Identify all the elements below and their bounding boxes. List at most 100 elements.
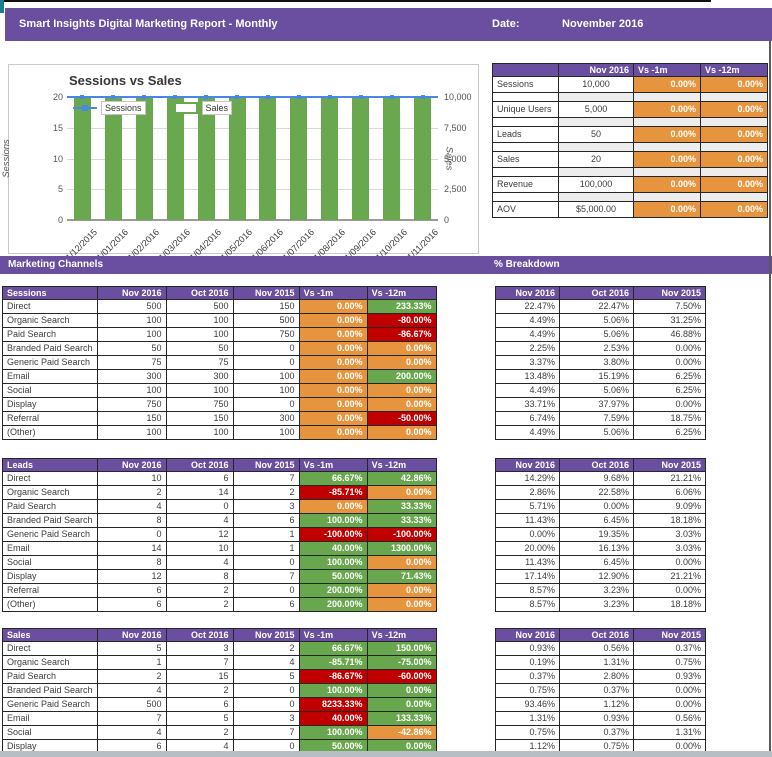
value-cell: 150 [96,411,167,426]
summary-spacer-cell [558,142,634,152]
vs-1m-cell: -86.67% [298,669,368,684]
window-top-border [0,0,711,2]
percent-breakdown-heading: % Breakdown [494,259,560,270]
y2-axis-tick: 7,500 [444,122,467,133]
value-cell: 4 [165,555,234,570]
breakdown-cell: 9.68% [559,471,634,486]
vs-1m-cell: -85.71% [298,485,368,500]
window-right-border [769,41,771,751]
breakdown-cell: 8.57% [495,583,560,598]
channel-label-cell: Referral [2,411,98,426]
channel-label-cell: Branded Paid Search [2,683,98,698]
chart-bar [104,97,122,220]
breakdown-cell: 11.43% [495,513,560,528]
vs-12m-cell: 0.00% [366,683,437,698]
value-cell: 100 [165,327,234,342]
breakdown-cell: 8.57% [495,597,560,612]
value-cell: 150 [232,299,300,314]
table-row: 4.49% 5.06% 6.25% [495,425,706,440]
breakdown-cell: 1.31% [495,711,560,726]
summary-header-blank [492,63,559,77]
channel-label-cell: Email [2,711,98,726]
line-marker [173,95,178,99]
channel-label-cell: Social [2,555,98,570]
breakdown-cell: 2.80% [559,669,634,684]
legend-label-sales: Sales [201,101,233,115]
breakdown-cell: 6.25% [633,369,706,384]
summary-spacer-cell [492,167,559,177]
value-cell: 50 [165,341,234,356]
breakdown-cell: 0.75% [495,725,560,740]
summary-vs-12m-cell: 0.00% [700,176,768,193]
channel-label-cell: Paid Search [2,669,98,684]
table-row: 0.93% 0.56% 0.37% [495,641,706,656]
vs-12m-cell: -80.00% [366,313,437,328]
breakdown-cell: 3.23% [559,597,634,612]
summary-vs-12m-cell: 0.00% [700,126,768,143]
breakdown-cell: 0.00% [633,341,706,356]
vs-1m-cell: 0.00% [298,313,368,328]
summary-metric-value: 50 [558,126,634,143]
summary-metric-label: Unique Users [492,101,559,118]
summary-spacer-cell [700,117,768,127]
value-cell: 0 [232,555,300,570]
table-row: Paid Search 100 100 750 0.00% -86.67% [2,327,437,342]
summary-spacer-cell [558,192,634,202]
value-cell: 500 [96,697,167,712]
table-row: Organic Search 100 100 500 0.00% -80.00% [2,313,437,328]
column-header: Nov 2016 [96,286,167,300]
vs-1m-cell: 0.00% [298,327,368,342]
value-cell: 750 [232,327,300,342]
value-cell: 75 [165,355,234,370]
horizontal-scrollbar[interactable] [0,751,772,757]
chart-gridline [67,189,438,191]
vs-1m-cell: 0.00% [298,397,368,412]
breakdown-cell: 0.75% [633,655,706,670]
channel-label-cell: Paid Search [2,327,98,342]
summary-spacer-cell [492,117,559,127]
summary-row: Revenue 100,000 0.00% 0.00% [492,176,768,193]
value-cell: 2 [165,725,234,740]
line-marker [142,95,147,99]
table-row: (Other) 100 100 100 0.00% 0.00% [2,425,437,440]
breakdown-cell: 31.25% [633,313,706,328]
vs-1m-cell: 0.00% [298,383,368,398]
breakdown-cell: 6.25% [633,383,706,398]
line-marker [358,95,363,99]
table-row: 17.14% 12.90% 21.21% [495,569,706,584]
y-axis-tick: 5 [57,184,63,195]
table-row: Display 750 750 0 0.00% 0.00% [2,397,437,412]
table-row: 11.43% 6.45% 0.00% [495,555,706,570]
value-cell: 2 [165,597,234,612]
vs-12m-cell: 150.00% [366,641,437,656]
breakdown-cell: 2.25% [495,341,560,356]
value-cell: 15 [165,669,234,684]
corner-artifact [0,0,4,13]
summary-metric-value: 10,000 [558,76,634,93]
vs-12m-cell: -100.00% [366,527,437,542]
column-header: Nov 2016 [495,458,560,472]
summary-spacer-cell [492,142,559,152]
vs-1m-cell: 66.67% [298,641,368,656]
value-cell: 5 [165,711,234,726]
channel-label-cell: Email [2,541,98,556]
value-cell: 0 [232,341,300,356]
value-cell: 5 [232,669,300,684]
table-row: Generic Paid Search 0 12 1 -100.00% -100.00% [2,527,437,542]
column-header: Oct 2016 [165,458,234,472]
summary-spacer-cell [700,167,768,177]
table-row: 6.74% 7.59% 18.75% [495,411,706,426]
value-cell: 4 [96,725,167,740]
breakdown-cell: 7.59% [559,411,634,426]
breakdown-cell: 22.47% [559,299,634,314]
channel-label-cell: Organic Search [2,313,98,328]
channel-label-cell: Display [2,569,98,584]
table-row: Branded Paid Search 50 50 0 0.00% 0.00% [2,341,437,356]
vs-1m-cell: 0.00% [298,355,368,370]
breakdown-cell: 6.25% [633,425,706,440]
breakdown-cell: 0.00% [633,397,706,412]
value-cell: 500 [96,299,167,314]
value-cell: 3 [232,711,300,726]
table-row: Generic Paid Search 500 6 0 8233.33% 0.00% [2,697,437,712]
chart-bar [290,97,308,220]
